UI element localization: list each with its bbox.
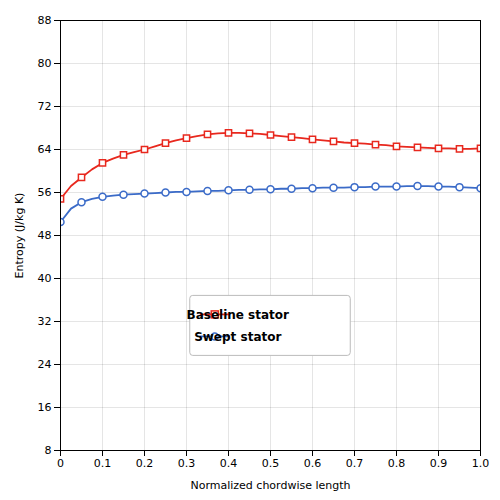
svg-text:0.8: 0.8 [388,457,406,470]
svg-text:24: 24 [38,358,52,371]
svg-text:0.1: 0.1 [94,457,112,470]
svg-text:40: 40 [38,272,52,285]
svg-text:Normalized chordwise length: Normalized chordwise length [190,479,350,492]
svg-text:16: 16 [38,401,52,414]
svg-text:0.4: 0.4 [220,457,238,470]
svg-text:Baseline stator: Baseline stator [187,308,290,322]
svg-text:1.0: 1.0 [472,457,490,470]
svg-text:8: 8 [45,444,52,457]
svg-text:Swept stator: Swept stator [194,330,281,344]
svg-text:0.5: 0.5 [262,457,280,470]
svg-text:0.7: 0.7 [346,457,364,470]
svg-text:0.3: 0.3 [178,457,196,470]
svg-text:56: 56 [38,186,52,199]
svg-text:0.2: 0.2 [136,457,154,470]
svg-text:88: 88 [38,14,52,27]
svg-text:32: 32 [38,315,52,328]
svg-text:0.9: 0.9 [430,457,448,470]
svg-text:48: 48 [38,229,52,242]
svg-text:72: 72 [38,100,52,113]
svg-text:80: 80 [38,57,52,70]
svg-text:0.6: 0.6 [304,457,322,470]
svg-text:0: 0 [57,457,64,470]
svg-text:64: 64 [38,143,52,156]
svg-text:Entropy (J/kg K): Entropy (J/kg K) [13,193,26,279]
